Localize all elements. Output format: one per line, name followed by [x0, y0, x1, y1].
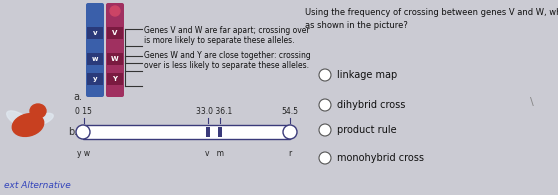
- Text: dihybrid cross: dihybrid cross: [337, 100, 405, 110]
- Text: Genes V and W are far apart; crossing over
is more likely to separate these alle: Genes V and W are far apart; crossing ov…: [144, 26, 310, 45]
- Text: b.: b.: [68, 127, 77, 137]
- Text: r: r: [288, 149, 292, 158]
- Text: product rule: product rule: [337, 125, 397, 135]
- Ellipse shape: [7, 111, 33, 129]
- Text: v   m: v m: [205, 149, 224, 158]
- Text: 54.5: 54.5: [281, 107, 299, 116]
- Bar: [87, 53, 103, 65]
- Text: a.: a.: [73, 92, 82, 102]
- Text: ext Alternative: ext Alternative: [4, 181, 71, 190]
- Text: 0 15: 0 15: [75, 107, 92, 116]
- Text: Genes W and Y are close together: crossing
over is less likely to separate these: Genes W and Y are close together: crossi…: [144, 51, 311, 70]
- Bar: [107, 53, 123, 65]
- FancyBboxPatch shape: [106, 3, 124, 97]
- Ellipse shape: [76, 125, 90, 139]
- Bar: [218, 127, 222, 137]
- Ellipse shape: [319, 124, 331, 136]
- Bar: [107, 73, 123, 85]
- Text: Using the frequency of crossing between genes V and W, what can be creat
as show: Using the frequency of crossing between …: [305, 8, 558, 29]
- Ellipse shape: [30, 104, 46, 118]
- Text: \: \: [530, 97, 534, 107]
- Ellipse shape: [319, 152, 331, 164]
- Text: 33.0 36.1: 33.0 36.1: [196, 107, 232, 116]
- Text: V: V: [112, 30, 118, 36]
- Ellipse shape: [319, 69, 331, 81]
- Bar: [83, 125, 290, 139]
- Ellipse shape: [12, 114, 44, 136]
- Ellipse shape: [27, 113, 53, 127]
- Text: y w: y w: [77, 149, 90, 158]
- Ellipse shape: [319, 99, 331, 111]
- Text: linkage map: linkage map: [337, 70, 397, 80]
- Ellipse shape: [283, 125, 297, 139]
- Text: w: w: [92, 56, 98, 62]
- Ellipse shape: [110, 6, 120, 16]
- Bar: [87, 73, 103, 85]
- Text: v: v: [93, 30, 97, 36]
- FancyBboxPatch shape: [86, 3, 104, 97]
- Text: y: y: [93, 76, 97, 82]
- Text: W: W: [111, 56, 119, 62]
- Text: Y: Y: [113, 76, 118, 82]
- Bar: [107, 27, 123, 39]
- Bar: [87, 27, 103, 39]
- Bar: [206, 127, 210, 137]
- Text: monohybrid cross: monohybrid cross: [337, 153, 424, 163]
